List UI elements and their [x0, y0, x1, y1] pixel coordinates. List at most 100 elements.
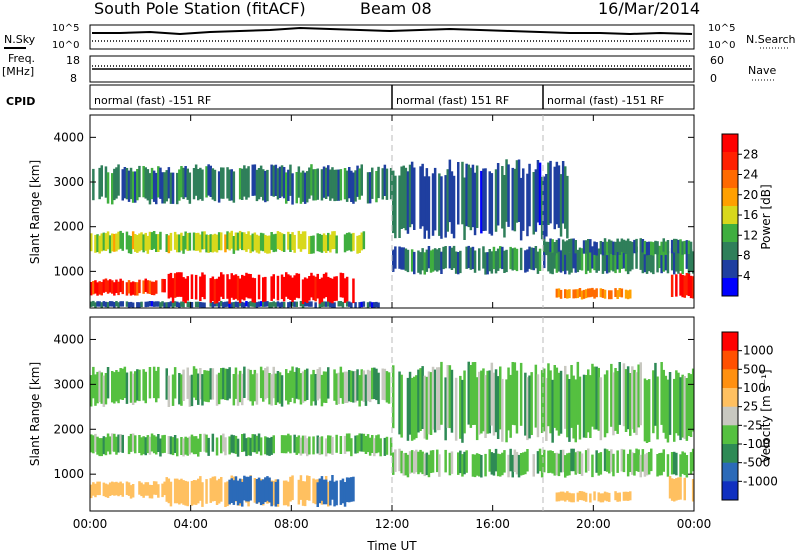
- heatmap-cell: [316, 168, 319, 200]
- heatmap-cell: [356, 235, 359, 254]
- heatmap-cell: [117, 302, 120, 308]
- heatmap-cell: [129, 282, 133, 296]
- heatmap-cell: [559, 174, 563, 237]
- heatmap-cell: [331, 231, 334, 250]
- heatmap-cell: [647, 248, 651, 272]
- heatmap-cell: [381, 168, 384, 200]
- heatmap-cell: [182, 480, 185, 505]
- heatmap-cell: [113, 482, 116, 496]
- heatmap-cell: [226, 368, 229, 401]
- heatmap-cell: [222, 274, 225, 299]
- heatmap-cell: [186, 233, 189, 251]
- heatmap-cell: [643, 240, 647, 255]
- heatmap-cell: [125, 231, 129, 250]
- heatmap-cell: [152, 435, 156, 454]
- heatmap-cell: [605, 241, 609, 256]
- heatmap-cell: [205, 166, 208, 198]
- heatmap-cell: [643, 378, 647, 442]
- cpid-panel: CPID normal (fast) -151 RF normal (fast) …: [6, 84, 695, 110]
- heatmap-cell: [348, 167, 351, 199]
- heatmap-cell: [555, 367, 559, 431]
- heatmap-cell: [373, 302, 376, 308]
- heatmap-cell: [425, 168, 429, 231]
- heatmap-cell: [301, 371, 305, 403]
- heatmap-cell: [278, 166, 282, 198]
- heatmap-cell: [670, 248, 674, 271]
- heatmap-cell: [421, 163, 424, 227]
- heatmap-cell: [471, 454, 475, 477]
- heatmap-cell: [236, 438, 240, 457]
- heatmap-cell: [301, 170, 305, 202]
- heatmap-cell: [540, 454, 544, 478]
- heatmap-cell: [228, 436, 231, 455]
- heatmap-cell: [253, 369, 257, 402]
- heatmap-cell: [406, 249, 410, 273]
- heatmap-cell: [448, 159, 452, 223]
- heatmap-cell: [352, 232, 355, 251]
- heatmap-cell: [482, 246, 485, 269]
- heatmap-cell: [352, 476, 355, 502]
- heatmap-cell: [566, 175, 569, 239]
- heatmap-cell: [551, 251, 554, 275]
- heatmap-cell: [167, 167, 171, 199]
- heatmap-cell: [312, 436, 315, 455]
- heatmap-cell: [568, 379, 571, 442]
- heatmap-cell: [392, 170, 395, 234]
- heatmap-cell: [184, 436, 187, 455]
- heatmap-cell: [354, 302, 357, 308]
- heatmap-cell: [194, 164, 198, 196]
- heatmap-cell: [278, 372, 282, 404]
- heatmap-cell: [140, 301, 143, 308]
- heatmap-cell: [488, 249, 491, 272]
- heatmap-cell: [165, 302, 168, 308]
- heatmap-cell: [471, 164, 475, 228]
- heatmap-cell: [312, 369, 315, 402]
- heatmap-cell: [314, 302, 317, 308]
- heatmap-cell: [570, 250, 573, 273]
- colorbar-tick-label: 500: [743, 362, 766, 376]
- heatmap-cell: [289, 370, 292, 402]
- heatmap-cell: [687, 240, 691, 254]
- heatmap-cell: [232, 236, 236, 254]
- heatmap-cell: [572, 289, 575, 299]
- heatmap-cell: [580, 453, 584, 476]
- heatmap-cell: [492, 372, 496, 436]
- heatmap-cell: [463, 370, 466, 434]
- heatmap-cell: [291, 173, 294, 205]
- heatmap-cell: [262, 370, 265, 402]
- heatmap-cell: [201, 272, 204, 297]
- heatmap-cell: [274, 373, 278, 405]
- heatmap-cell: [119, 481, 122, 496]
- heatmap-cell: [429, 250, 433, 273]
- heatmap-cell: [637, 449, 640, 472]
- heatmap-cell: [318, 478, 322, 504]
- heatmap-cell: [618, 492, 621, 502]
- heatmap-cell: [144, 167, 147, 199]
- heatmap-cell: [551, 379, 554, 443]
- heatmap-cell: [316, 482, 319, 507]
- heatmap-cell: [272, 301, 275, 307]
- heatmap-cell: [358, 302, 361, 308]
- heatmap-cell: [333, 481, 336, 507]
- heatmap-cell: [220, 301, 223, 307]
- heatmap-cell: [186, 367, 189, 399]
- heatmap-cell: [366, 434, 370, 453]
- heatmap-cell: [559, 449, 563, 473]
- heatmap-cell: [301, 279, 305, 304]
- heatmap-cell: [291, 232, 294, 250]
- heatmap-cell: [444, 449, 447, 473]
- heatmap-cell: [446, 365, 449, 428]
- heatmap-cell: [186, 276, 189, 301]
- heatmap-cell: [618, 250, 621, 273]
- heatmap-cell: [335, 169, 338, 201]
- heatmap-cell: [173, 478, 177, 504]
- heatmap-cell: [310, 164, 313, 196]
- heatmap-cell: [368, 172, 372, 204]
- heatmap-cell: [576, 361, 580, 425]
- heatmap-cell: [608, 239, 611, 253]
- heatmap-cell: [467, 361, 470, 425]
- heatmap-cell: [683, 240, 686, 255]
- heatmap-cell: [362, 433, 366, 452]
- heatmap-cell: [364, 436, 368, 454]
- freq-tick-top: 18: [66, 54, 80, 67]
